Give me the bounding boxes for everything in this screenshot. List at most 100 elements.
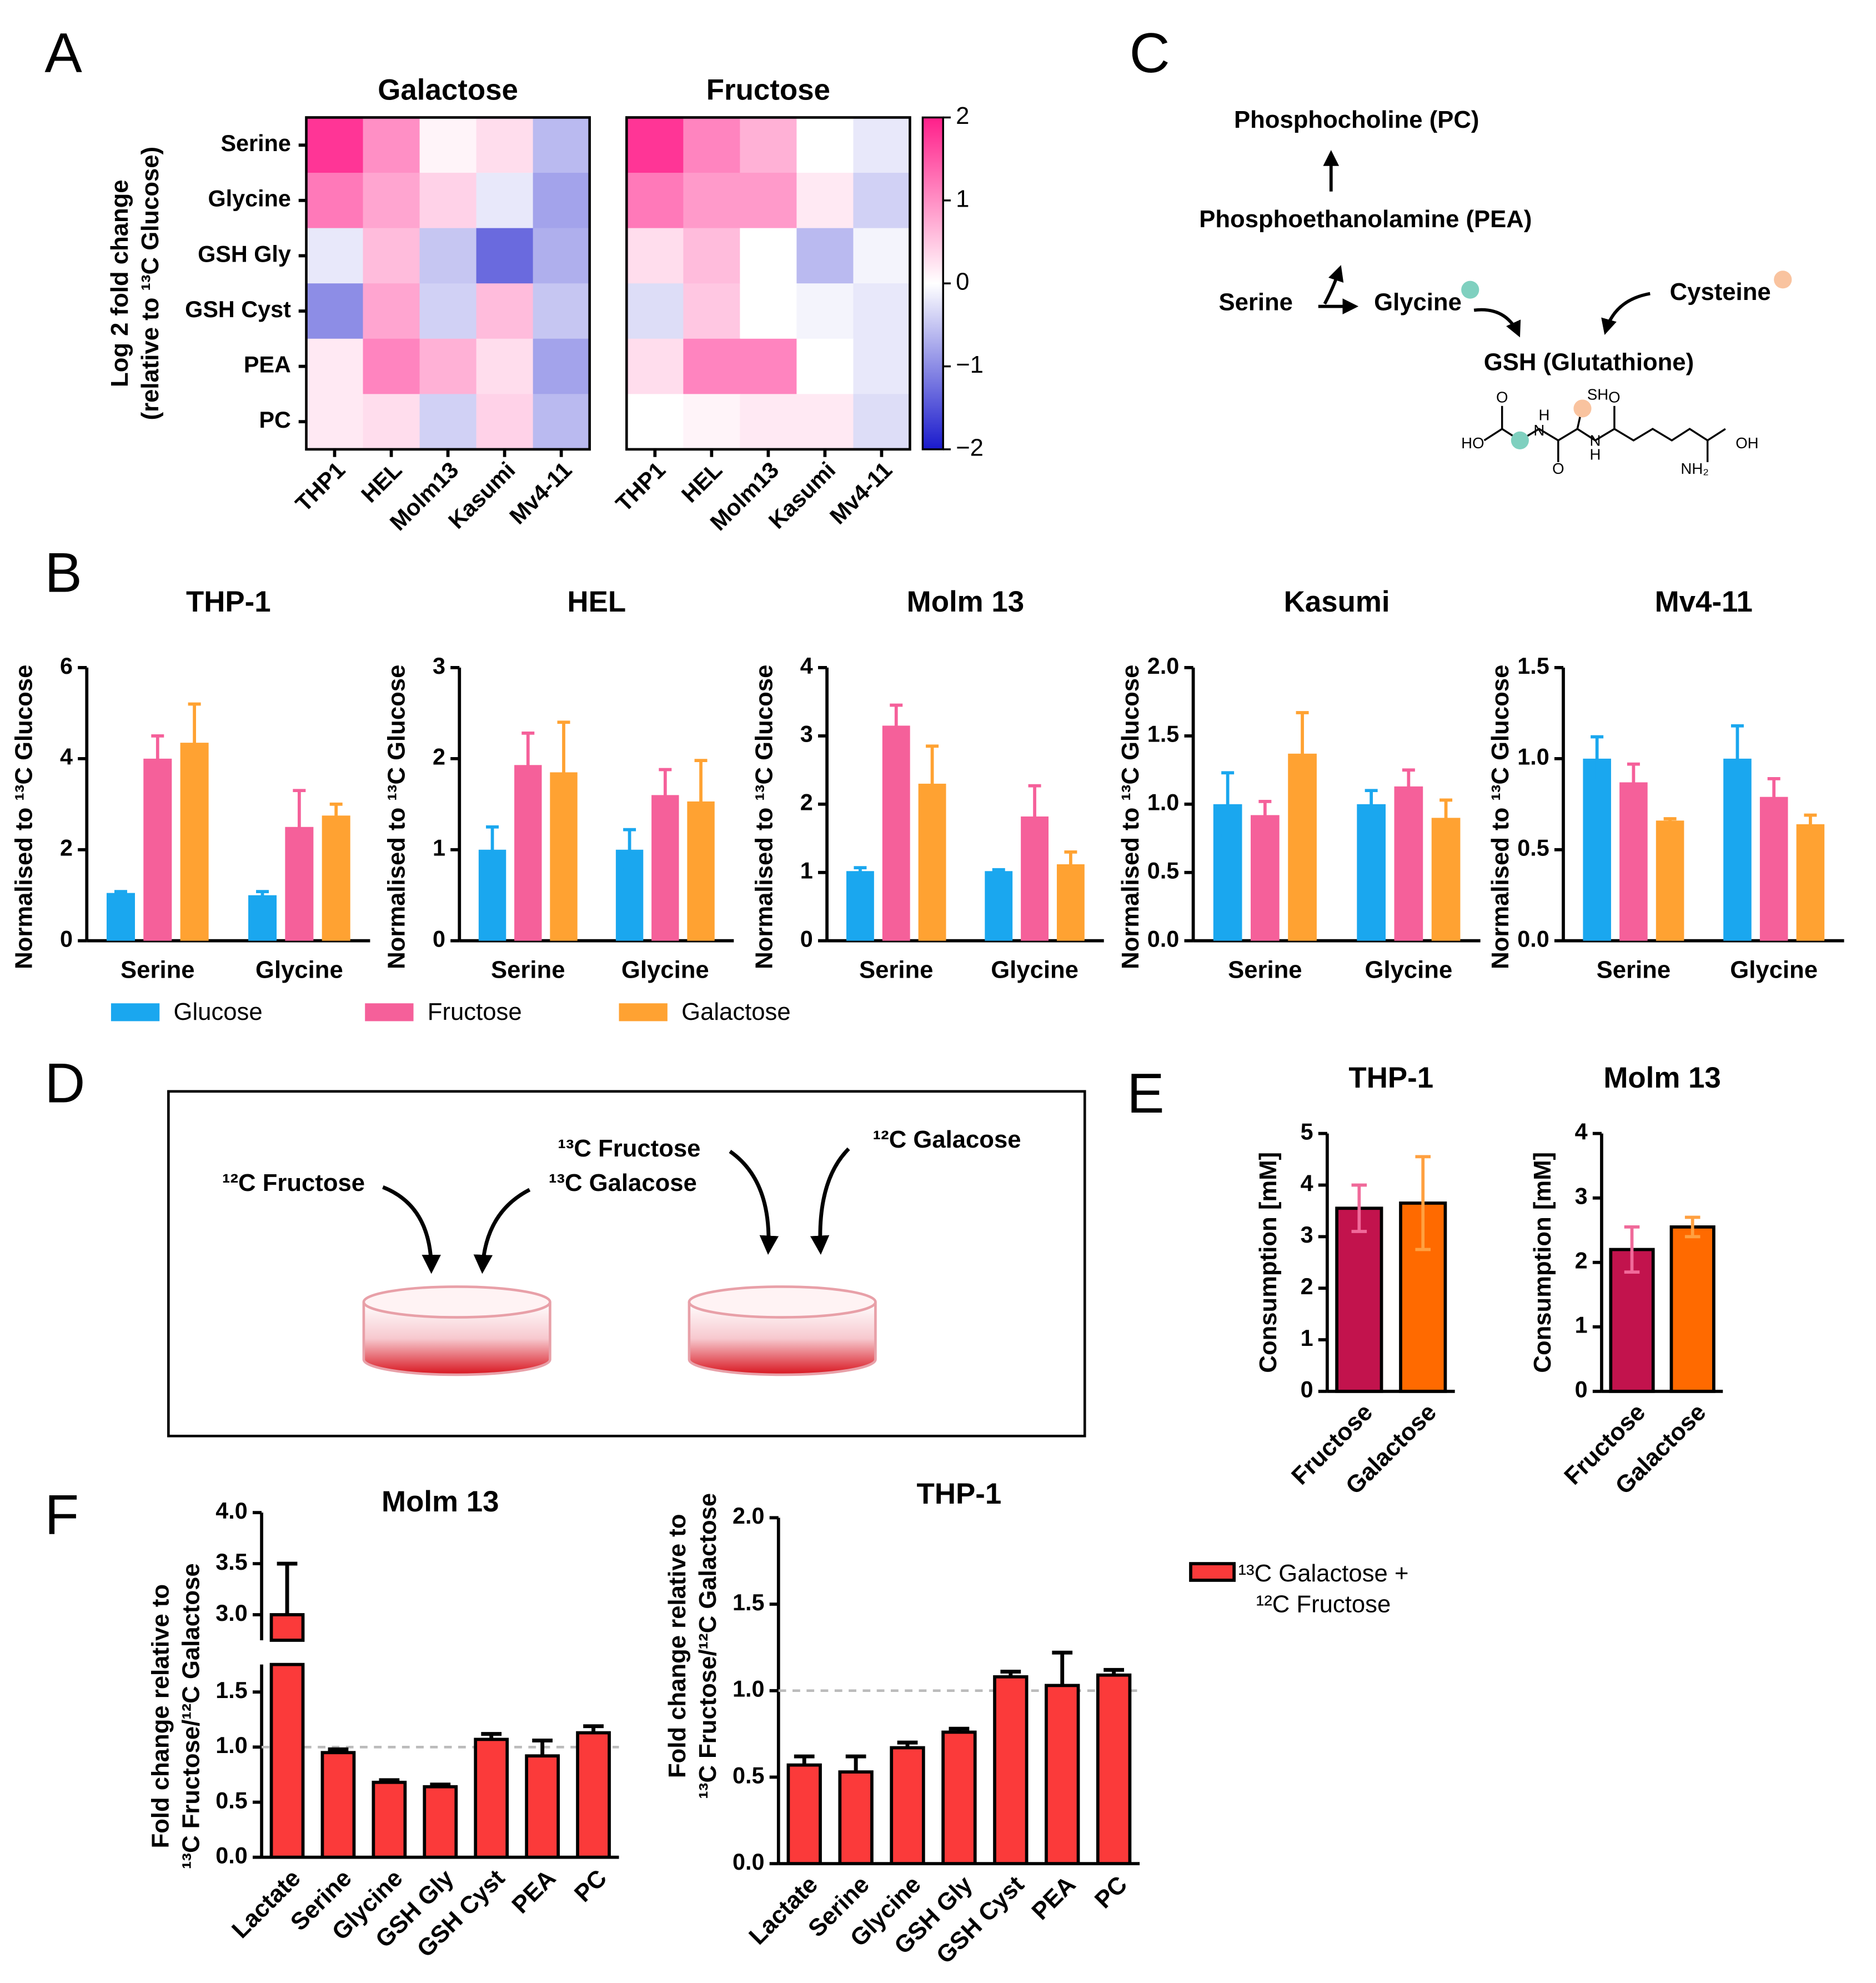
heatmap-cell xyxy=(363,338,420,395)
y-tick-label: 2 xyxy=(433,744,445,770)
y-tick-label: 3.5 xyxy=(215,1549,248,1575)
y-axis-label: Consumption [mM] xyxy=(1529,1152,1556,1373)
node-label: Serine xyxy=(1218,289,1292,316)
x-tick-label: PEA xyxy=(1026,1871,1081,1925)
y-tick-label: 4 xyxy=(1301,1170,1313,1196)
y-tick-label: 0 xyxy=(1575,1377,1588,1403)
x-tick-label: Serine xyxy=(859,956,933,983)
panel-label: F xyxy=(44,1483,79,1546)
colorbar-tick-label: 2 xyxy=(956,102,969,129)
arrow xyxy=(810,1147,850,1255)
heatmap-cell xyxy=(740,338,797,395)
heatmap-cell xyxy=(533,338,590,395)
y-tick-label: Serine xyxy=(220,131,290,156)
bar xyxy=(1759,797,1788,941)
heatmap-cell xyxy=(419,394,477,450)
arrow xyxy=(473,1188,531,1274)
heatmap-cell xyxy=(853,117,911,174)
node-label: Cysteine xyxy=(1670,278,1771,306)
node-label: GSH (Glutathione) xyxy=(1484,349,1694,376)
dish xyxy=(362,1285,551,1376)
y-tick-label: 1.0 xyxy=(1147,790,1180,815)
atom: SH xyxy=(1587,386,1608,403)
x-tick-label: THP1 xyxy=(290,457,350,517)
node-label: Phosphoethanolamine (PEA) xyxy=(1199,206,1532,233)
bar xyxy=(248,895,277,941)
heatmap-cell xyxy=(476,338,534,395)
bar xyxy=(320,1751,356,1859)
atom: HO xyxy=(1461,434,1484,452)
chart-title: Mv4-11 xyxy=(1655,585,1753,618)
error-bar xyxy=(1804,813,1817,835)
bar xyxy=(1609,1248,1655,1393)
bar xyxy=(1656,820,1684,941)
y-axis-label: Normalised to ¹³C Glucose xyxy=(383,665,410,969)
node-label: Glycine xyxy=(1374,289,1462,316)
heatmap-cell xyxy=(533,283,590,339)
y-tick-label: 2.0 xyxy=(1147,653,1180,679)
bar xyxy=(882,725,910,941)
y-tick-label: 1 xyxy=(800,858,813,884)
error-bar xyxy=(1624,1225,1640,1274)
chart-title: THP-1 xyxy=(917,1478,1002,1510)
chart-title: Molm 13 xyxy=(1603,1061,1720,1094)
bar xyxy=(1357,804,1386,941)
atom: H xyxy=(1539,406,1550,423)
y-axis-label: Log 2 fold change xyxy=(106,179,133,387)
bar-upper xyxy=(269,1613,305,1642)
bar xyxy=(838,1770,874,1865)
y-tick-label: 0 xyxy=(433,927,445,952)
y-axis-label: (relative to ¹³C Glucose) xyxy=(137,147,164,420)
bar xyxy=(143,758,172,941)
bar xyxy=(474,1737,509,1859)
heatmap-cell xyxy=(853,173,911,229)
error-bar xyxy=(1258,799,1272,830)
label: ¹³C Fructose xyxy=(558,1135,700,1162)
y-axis-label: Normalised to ¹³C Glucose xyxy=(1487,665,1514,969)
y-tick-label: 2 xyxy=(1575,1248,1588,1274)
label-dot xyxy=(1573,399,1592,418)
legend-swatch xyxy=(619,1003,668,1021)
bar xyxy=(576,1731,611,1859)
heatmap-cell xyxy=(683,394,741,450)
chart-title: Kasumi xyxy=(1284,585,1390,618)
error-bar xyxy=(583,1724,604,1733)
bar xyxy=(1045,1684,1080,1865)
heatmap-cell xyxy=(419,228,477,284)
error-bar xyxy=(430,1782,451,1787)
heatmap-cell xyxy=(476,394,534,450)
error-bar xyxy=(1684,1215,1701,1239)
heatmap-cell xyxy=(626,394,684,450)
error-bar xyxy=(1296,711,1309,797)
error-bar xyxy=(114,890,127,896)
x-tick-label: PEA xyxy=(506,1864,561,1919)
heatmap-cell xyxy=(626,173,684,229)
y-tick-label: PEA xyxy=(244,352,291,377)
error-bar xyxy=(1221,771,1235,838)
bar xyxy=(993,1675,1029,1865)
heatmap-cell xyxy=(306,394,364,450)
legend-label: ¹³C Galactose + ¹²C Fructose xyxy=(1238,1561,1409,1619)
heatmap-cell xyxy=(796,117,854,174)
heatmap-cell xyxy=(740,117,797,174)
y-axis-label: ¹³C Fructose/¹²C Galactose xyxy=(694,1493,721,1799)
error-bar xyxy=(1103,1667,1125,1675)
arrow xyxy=(1601,292,1651,335)
y-tick-label: 0.5 xyxy=(215,1787,248,1813)
bar xyxy=(423,1785,458,1859)
label-dot xyxy=(1774,271,1792,289)
y-tick-label: 1.0 xyxy=(215,1732,248,1758)
x-tick-label: Glycine xyxy=(255,956,343,983)
legend-label-box: ¹³C Galactose + ¹²C Fructose xyxy=(1238,1561,1409,1619)
y-tick-label: 4 xyxy=(1575,1119,1588,1145)
heatmap-cell xyxy=(626,228,684,284)
y-tick-label: 1.5 xyxy=(1147,722,1180,747)
y-axis-label: Normalised to ¹³C Glucose xyxy=(10,665,37,969)
atom: O xyxy=(1552,460,1564,477)
bar xyxy=(525,1754,560,1859)
heatmap-cell xyxy=(683,338,741,395)
heatmap-cell xyxy=(306,338,364,395)
y-tick-label: PC xyxy=(259,407,290,433)
heatmap-cell xyxy=(683,283,741,339)
